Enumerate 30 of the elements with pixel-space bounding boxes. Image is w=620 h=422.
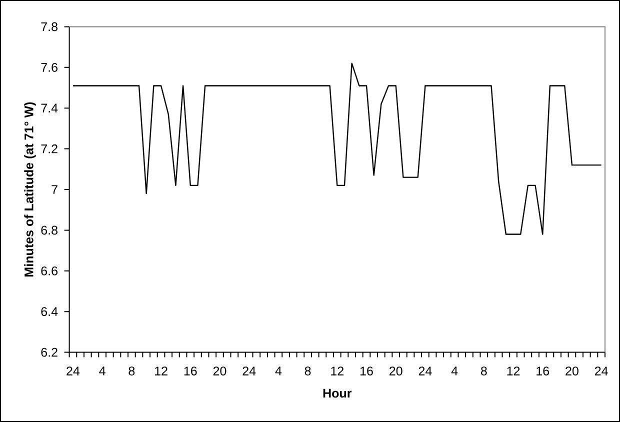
y-tick-label: 7.4 — [41, 104, 58, 112]
y-tick-label: 7.8 — [41, 22, 58, 32]
x-tick-label: 8 — [128, 366, 135, 376]
y-tick-label: 6.6 — [41, 266, 58, 276]
x-tick-label: 12 — [331, 366, 344, 376]
y-tick-label: 7.2 — [41, 144, 58, 154]
y-axis-title: Minutes of Latitude (at 71° W) — [24, 102, 36, 276]
x-tick-label: 24 — [418, 366, 432, 376]
x-tick-label: 24 — [242, 366, 256, 376]
y-tick-label: 6.8 — [41, 226, 58, 235]
x-tick-label: 20 — [213, 366, 226, 376]
y-tick-label: 7.6 — [41, 62, 58, 72]
x-tick-label: 24 — [594, 366, 608, 376]
x-tick-label: 4 — [275, 366, 282, 376]
y-tick-label: 7 — [52, 185, 58, 194]
x-axis-title: Hour — [323, 388, 352, 398]
x-tick-label: 12 — [155, 366, 168, 376]
y-tick-label: 6.2 — [41, 348, 58, 357]
x-tick-label: 20 — [390, 366, 402, 376]
x-tick-label: 24 — [66, 366, 80, 376]
x-tick-label: 4 — [99, 366, 106, 376]
x-tick-label: 8 — [480, 366, 487, 376]
x-tick-label: 16 — [184, 366, 197, 376]
x-tick-label: 12 — [507, 366, 520, 376]
x-tick-label: 16 — [536, 366, 550, 376]
x-tick-label: 4 — [451, 366, 458, 376]
x-tick-label: 20 — [566, 366, 578, 376]
y-tick-label: 6.4 — [41, 307, 58, 316]
x-tick-label: 16 — [360, 366, 373, 376]
x-tick-label: 8 — [304, 366, 311, 376]
